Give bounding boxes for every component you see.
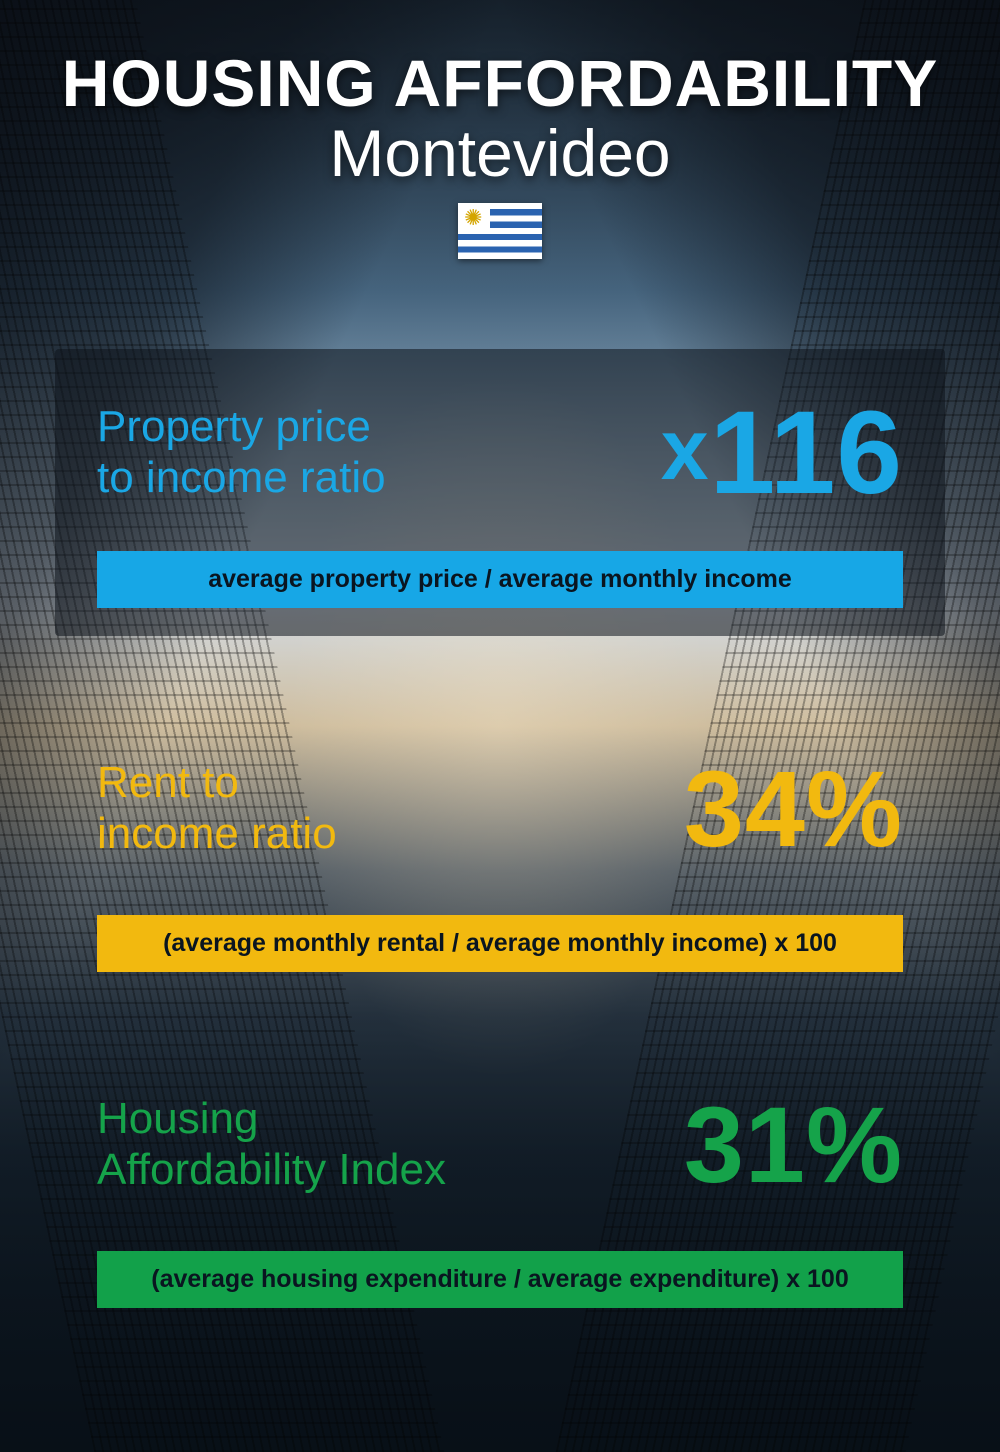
metric-row: Housing Affordability Index 31% (97, 1082, 903, 1207)
label-text: Rent to income ratio (97, 758, 337, 858)
metric-label: Property price to income ratio (97, 402, 386, 503)
metric-card-property-price: Property price to income ratio x116 aver… (55, 349, 945, 636)
metric-section-rent-to-income: Rent to income ratio 34% (average monthl… (55, 746, 945, 972)
metric-formula-bar: (average housing expenditure / average e… (97, 1251, 903, 1308)
label-text: Housing Affordability Index (97, 1094, 446, 1194)
metric-formula-bar: (average monthly rental / average monthl… (97, 915, 903, 972)
page-title: HOUSING AFFORDABILITY (55, 45, 945, 121)
metric-label: Rent to income ratio (97, 758, 337, 859)
metric-row: Property price to income ratio x116 (97, 385, 903, 521)
metric-section-affordability-index: Housing Affordability Index 31% (average… (55, 1082, 945, 1308)
content: HOUSING AFFORDABILITY Montevideo Propert… (0, 0, 1000, 1348)
page-subtitle: Montevideo (55, 115, 945, 191)
uruguay-flag-icon (458, 203, 542, 259)
metric-label: Housing Affordability Index (97, 1094, 446, 1195)
metric-value: 34% (684, 746, 903, 871)
metric-formula-bar: average property price / average monthly… (97, 551, 903, 608)
label-line-1: Property price to income ratio (97, 402, 386, 502)
metric-value: 31% (684, 1082, 903, 1207)
metric-value: x116 (661, 385, 903, 521)
metric-row: Rent to income ratio 34% (97, 746, 903, 871)
